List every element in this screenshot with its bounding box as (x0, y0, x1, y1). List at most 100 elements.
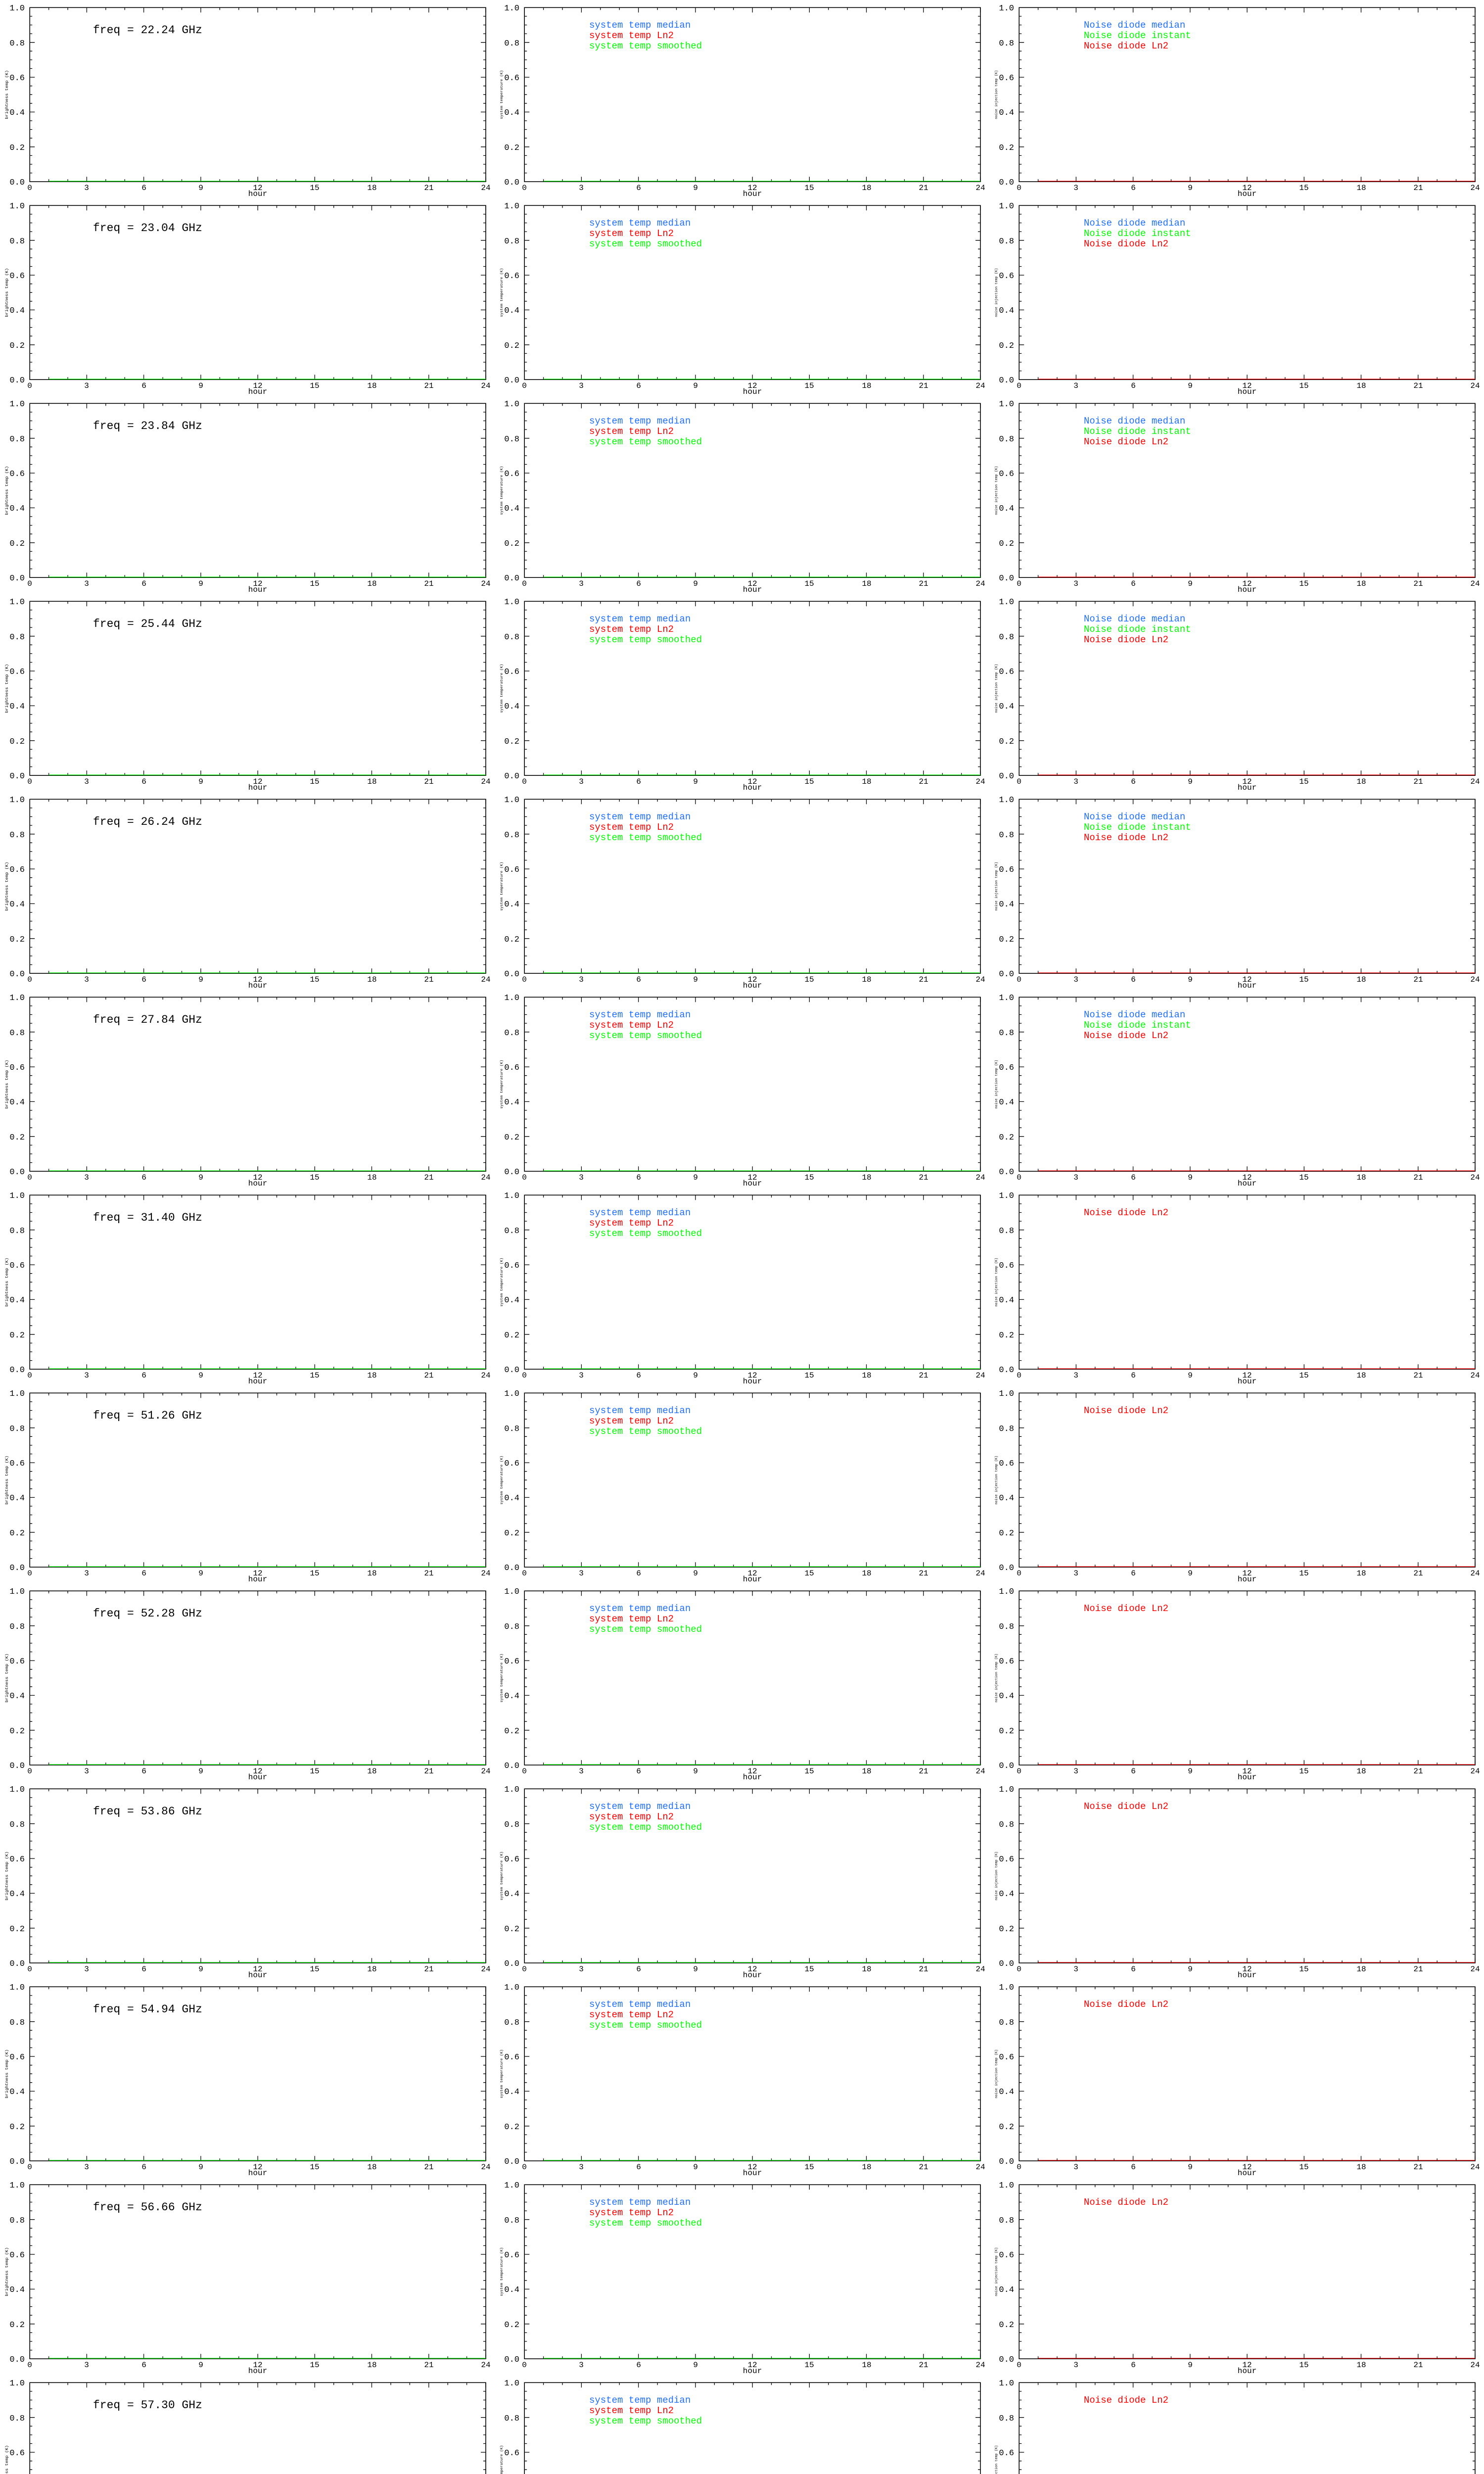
svg-text:24: 24 (1470, 184, 1480, 192)
svg-text:18: 18 (862, 1173, 871, 1182)
svg-text:0.8: 0.8 (999, 1029, 1014, 1038)
svg-text:0.2: 0.2 (999, 1529, 1014, 1538)
svg-text:0.6: 0.6 (999, 1261, 1014, 1271)
svg-text:15: 15 (310, 579, 319, 588)
svg-text:hour: hour (743, 981, 762, 990)
svg-text:Noise diode Ln2: Noise diode Ln2 (1084, 238, 1168, 249)
svg-text:18: 18 (367, 1173, 376, 1182)
svg-text:system temp Ln2: system temp Ln2 (589, 2009, 674, 2020)
svg-text:9: 9 (693, 2361, 698, 2370)
svg-text:system temp median: system temp median (589, 1207, 691, 1218)
svg-text:6: 6 (1131, 184, 1136, 192)
svg-text:24: 24 (481, 975, 490, 984)
svg-text:21: 21 (424, 1173, 433, 1182)
svg-text:0.0: 0.0 (9, 1761, 25, 1771)
svg-text:brightness temp (K): brightness temp (K) (4, 2445, 9, 2474)
svg-text:0.4: 0.4 (504, 702, 519, 712)
svg-text:1.0: 1.0 (504, 1587, 519, 1597)
svg-text:0.2: 0.2 (9, 1529, 25, 1538)
svg-text:0.0: 0.0 (9, 970, 25, 979)
svg-text:0.6: 0.6 (504, 2251, 519, 2260)
svg-text:18: 18 (1356, 381, 1366, 390)
svg-text:6: 6 (636, 777, 641, 786)
svg-text:Noise diode median: Noise diode median (1084, 811, 1185, 822)
svg-text:21: 21 (919, 1173, 928, 1182)
svg-text:system temp Ln2: system temp Ln2 (589, 1416, 674, 1427)
svg-text:0.6: 0.6 (999, 2251, 1014, 2260)
svg-text:0.8: 0.8 (9, 2018, 25, 2028)
svg-text:0.2: 0.2 (504, 737, 519, 747)
svg-text:6: 6 (141, 975, 146, 984)
svg-text:21: 21 (424, 1767, 433, 1776)
svg-text:0: 0 (27, 184, 32, 192)
svg-text:15: 15 (804, 1965, 814, 1974)
svg-text:15: 15 (1299, 1371, 1308, 1380)
svg-text:0.8: 0.8 (999, 2216, 1014, 2226)
svg-text:0.0: 0.0 (999, 1168, 1014, 1177)
svg-text:0.6: 0.6 (9, 272, 25, 281)
svg-text:21: 21 (1413, 2163, 1423, 2172)
svg-text:21: 21 (1413, 1965, 1423, 1974)
svg-text:18: 18 (862, 2361, 871, 2370)
svg-text:21: 21 (919, 1569, 928, 1578)
svg-text:0.0: 0.0 (9, 772, 25, 781)
svg-text:0.2: 0.2 (504, 1925, 519, 1934)
svg-text:system temp smoothed: system temp smoothed (589, 2218, 702, 2229)
svg-text:0.6: 0.6 (504, 2053, 519, 2062)
svg-text:0: 0 (522, 1569, 527, 1578)
svg-text:brightness temp (K): brightness temp (K) (4, 1258, 9, 1307)
svg-text:15: 15 (804, 1371, 814, 1380)
svg-text:0.4: 0.4 (9, 2088, 25, 2097)
svg-text:0.8: 0.8 (9, 1227, 25, 1236)
svg-text:6: 6 (141, 1371, 146, 1380)
svg-text:0.8: 0.8 (9, 1820, 25, 1830)
svg-text:1.0: 1.0 (504, 2181, 519, 2190)
svg-text:hour: hour (1238, 1575, 1256, 1583)
svg-text:Noise diode Ln2: Noise diode Ln2 (1084, 1405, 1168, 1416)
svg-text:15: 15 (804, 2361, 814, 2370)
svg-text:hour: hour (248, 1377, 267, 1385)
svg-text:system temp Ln2: system temp Ln2 (589, 822, 674, 833)
svg-text:3: 3 (579, 579, 584, 588)
svg-text:24: 24 (1470, 1965, 1480, 1974)
svg-text:21: 21 (1413, 777, 1423, 786)
svg-text:0.6: 0.6 (999, 470, 1014, 479)
svg-text:18: 18 (367, 777, 376, 786)
svg-text:0.2: 0.2 (999, 1133, 1014, 1142)
svg-text:0.8: 0.8 (9, 633, 25, 642)
svg-text:Noise diode Ln2: Noise diode Ln2 (1084, 1603, 1168, 1614)
svg-text:9: 9 (693, 1767, 698, 1776)
svg-text:15: 15 (804, 579, 814, 588)
svg-text:24: 24 (481, 1173, 490, 1182)
svg-text:system temp Ln2: system temp Ln2 (589, 2207, 674, 2218)
svg-text:0.6: 0.6 (999, 272, 1014, 281)
svg-text:0: 0 (27, 1965, 32, 1974)
svg-text:0: 0 (1017, 184, 1021, 192)
svg-text:3: 3 (1073, 579, 1078, 588)
svg-text:0.0: 0.0 (9, 1959, 25, 1969)
svg-text:0.2: 0.2 (999, 737, 1014, 747)
svg-text:6: 6 (141, 579, 146, 588)
svg-text:21: 21 (1413, 579, 1423, 588)
svg-text:0.8: 0.8 (9, 1425, 25, 1434)
svg-text:15: 15 (804, 184, 814, 192)
svg-text:18: 18 (1356, 2361, 1366, 2370)
svg-text:0.0: 0.0 (9, 178, 25, 188)
svg-text:hour: hour (1238, 585, 1256, 594)
svg-text:0: 0 (1017, 2163, 1021, 2172)
svg-text:0.0: 0.0 (999, 1564, 1014, 1573)
svg-text:0.6: 0.6 (999, 1657, 1014, 1666)
svg-text:6: 6 (1131, 975, 1136, 984)
svg-text:1.0: 1.0 (9, 400, 25, 409)
svg-text:Noise diode instant: Noise diode instant (1084, 624, 1191, 635)
svg-text:1.0: 1.0 (999, 1785, 1014, 1795)
svg-text:18: 18 (1356, 1569, 1366, 1578)
svg-text:0.2: 0.2 (9, 1727, 25, 1736)
svg-text:0: 0 (522, 1965, 527, 1974)
svg-text:18: 18 (1356, 1965, 1366, 1974)
svg-text:noise injection temp (K): noise injection temp (K) (995, 268, 999, 317)
svg-text:0.6: 0.6 (9, 1855, 25, 1864)
svg-text:0.0: 0.0 (9, 574, 25, 583)
svg-text:0.2: 0.2 (504, 341, 519, 351)
svg-text:system temp smoothed: system temp smoothed (589, 634, 702, 645)
